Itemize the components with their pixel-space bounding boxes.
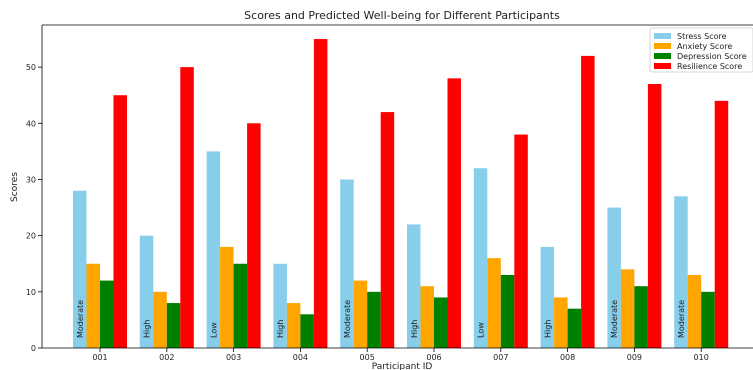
x-tick-label: 004 xyxy=(293,353,308,362)
bar-depression-score-005 xyxy=(367,291,381,348)
wellbeing-label: High xyxy=(543,320,552,338)
wellbeing-label: Low xyxy=(209,322,218,338)
bar-depression-score-003 xyxy=(233,263,248,348)
bar-anxiety-score-007 xyxy=(487,258,501,348)
bar-stress-score-010 xyxy=(674,196,688,348)
wellbeing-label: High xyxy=(410,320,419,338)
bar-depression-score-002 xyxy=(166,303,181,348)
bar-resilience-score-007 xyxy=(514,134,528,348)
wellbeing-label: Low xyxy=(477,322,486,338)
bar-depression-score-001 xyxy=(100,280,114,348)
bar-anxiety-score-009 xyxy=(620,269,635,348)
bar-stress-score-009 xyxy=(607,207,621,348)
legend-swatch xyxy=(654,53,671,59)
bar-stress-score-001 xyxy=(73,190,87,348)
wellbeing-label: High xyxy=(276,320,285,338)
bar-anxiety-score-008 xyxy=(554,297,568,348)
bar-resilience-score-004 xyxy=(313,39,328,348)
y-tick-label: 50 xyxy=(26,63,36,72)
bar-stress-score-002 xyxy=(139,235,154,348)
x-tick-label: 001 xyxy=(92,353,107,362)
bar-stress-score-006 xyxy=(407,224,421,348)
bar-stress-score-008 xyxy=(540,246,555,348)
bar-resilience-score-006 xyxy=(447,78,461,349)
bar-anxiety-score-006 xyxy=(420,286,434,348)
legend-entry: Anxiety Score xyxy=(677,42,732,51)
bar-stress-score-005 xyxy=(340,179,354,348)
chart-title: Scores and Predicted Well-being for Diff… xyxy=(244,9,560,22)
bar-resilience-score-003 xyxy=(247,123,261,348)
bar-anxiety-score-005 xyxy=(353,280,368,348)
wellbeing-label: Moderate xyxy=(343,300,352,338)
x-tick-label: 009 xyxy=(627,353,642,362)
bar-resilience-score-009 xyxy=(647,83,662,348)
x-tick-label: 008 xyxy=(560,353,575,362)
y-tick-label: 40 xyxy=(26,119,36,128)
bar-anxiety-score-004 xyxy=(286,303,301,348)
bar-depression-score-008 xyxy=(567,308,582,348)
wellbeing-label: Moderate xyxy=(677,300,686,338)
y-tick-label: 20 xyxy=(26,232,36,241)
bar-resilience-score-001 xyxy=(113,95,127,348)
x-tick-label: 005 xyxy=(360,353,375,362)
x-tick-label: 006 xyxy=(426,353,441,362)
bar-anxiety-score-010 xyxy=(687,274,702,348)
x-tick-label: 002 xyxy=(159,353,174,362)
bar-resilience-score-002 xyxy=(180,67,194,348)
bar-stress-score-003 xyxy=(206,151,221,348)
y-axis: 0 10 20 30 40 50 xyxy=(26,24,753,353)
y-axis-label: Scores xyxy=(10,172,20,202)
bar-depression-score-004 xyxy=(300,314,314,348)
bar-anxiety-score-001 xyxy=(86,263,100,348)
bar-resilience-score-005 xyxy=(380,112,395,348)
wellbeing-label: Moderate xyxy=(76,300,85,338)
legend-swatch xyxy=(654,33,671,39)
wellbeing-label: High xyxy=(143,320,152,338)
bar-resilience-score-008 xyxy=(581,55,595,349)
bar-depression-score-009 xyxy=(634,286,648,348)
bar-depression-score-006 xyxy=(434,297,448,348)
bar-anxiety-score-003 xyxy=(220,246,234,348)
y-tick-label: 30 xyxy=(26,175,36,184)
y-tick-label: 0 xyxy=(31,344,36,353)
bar-anxiety-score-002 xyxy=(153,291,167,348)
x-tick-label: 007 xyxy=(493,353,508,362)
legend-entry: Depression Score xyxy=(677,52,747,61)
legend-box xyxy=(649,27,753,73)
legend-entry: Resilience Score xyxy=(677,62,742,71)
plot-area: Moderate High Low High Moderate High Low High Mo… xyxy=(73,39,729,349)
legend-swatch xyxy=(654,43,671,49)
bar-depression-score-010 xyxy=(701,291,715,348)
bar-stress-score-007 xyxy=(473,168,488,348)
x-axis: 001 002 003 004 005 006 007 008 009 010 xyxy=(42,347,753,362)
x-tick-label: 010 xyxy=(694,353,709,362)
wellbeing-label: Moderate xyxy=(610,300,619,338)
y-tick-label: 10 xyxy=(26,288,36,297)
x-tick-label: 003 xyxy=(226,353,241,362)
bar-depression-score-007 xyxy=(500,274,515,348)
legend-entry: Stress Score xyxy=(677,32,727,41)
bar-stress-score-004 xyxy=(273,263,287,348)
legend-swatch xyxy=(654,63,671,69)
bar-resilience-score-010 xyxy=(714,100,729,348)
x-axis-label: Participant ID xyxy=(372,362,433,370)
